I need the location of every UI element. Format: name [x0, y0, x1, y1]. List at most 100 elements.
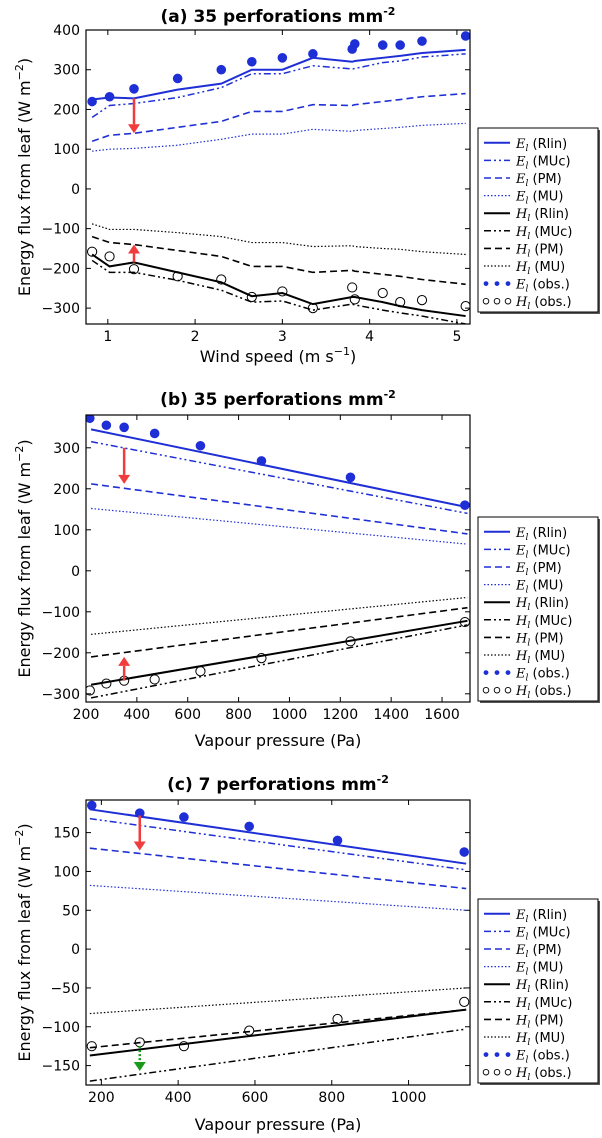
- series-line-1: [89, 817, 467, 871]
- chart-title-superscript: -2: [384, 388, 396, 401]
- obs-E-point: [460, 31, 470, 41]
- legend-marker-open: [493, 297, 501, 305]
- series-line-7: [89, 987, 467, 1015]
- legend-text: (obs.): [530, 295, 571, 310]
- legend-marker-filled: [505, 1052, 511, 1057]
- legend-symbol: H: [515, 978, 528, 993]
- series-line-4: [91, 253, 466, 318]
- y-axis-label-end: ): [15, 823, 34, 829]
- legend-label: Hl (Rlin): [515, 978, 569, 995]
- legend-subscript: l: [527, 621, 530, 631]
- obs-H-point: [216, 274, 227, 285]
- obs-E-point: [119, 422, 129, 433]
- legend-label: Hl (MUc): [515, 614, 572, 631]
- obs-E-point: [460, 500, 470, 511]
- x-tick-label: 600: [174, 707, 201, 723]
- obs-H-point: [246, 291, 257, 303]
- legend-text: (MUc): [528, 154, 570, 169]
- x-tick-label: 1200: [322, 707, 358, 723]
- legend-text: (obs.): [528, 667, 569, 682]
- obs-H-point: [347, 282, 358, 293]
- obs-H-point: [86, 1041, 97, 1052]
- obs-E-point: [101, 420, 112, 431]
- x-tick-label: 1000: [391, 1090, 427, 1106]
- y-tick-label: −200: [42, 261, 80, 277]
- legend-symbol: E: [515, 190, 526, 205]
- legend: El (Rlin)El (MUc)El (PM)El (MU)Hl (Rlin)…: [477, 516, 600, 703]
- y-tick-label: 0: [71, 942, 80, 958]
- obs-H-point: [395, 297, 406, 308]
- legend-symbol: E: [515, 908, 526, 923]
- y-tick-label: 0: [71, 564, 80, 580]
- obs-H-point: [460, 301, 470, 312]
- series-line-0: [90, 428, 468, 509]
- legend-symbol: E: [515, 961, 526, 976]
- legend-symbol: E: [515, 1049, 526, 1064]
- legend-label: El (MUc): [515, 925, 571, 942]
- legend-text: (obs.): [530, 684, 571, 699]
- legend-text: (MUc): [530, 996, 572, 1011]
- y-tick-label: 300: [53, 63, 80, 79]
- x-tick-label: 4: [365, 329, 374, 345]
- y-tick-label: 300: [53, 441, 80, 457]
- legend-label: Hl (obs.): [515, 1066, 572, 1083]
- series-line-0: [91, 48, 466, 101]
- legend-symbol: E: [515, 137, 526, 152]
- x-tick-label: 1400: [373, 707, 409, 723]
- legend-subscript: l: [527, 249, 530, 259]
- series-line-5: [89, 1028, 467, 1082]
- obs-E-point: [277, 53, 288, 63]
- x-axis-label-end: ): [350, 347, 356, 366]
- y-tick-label: 400: [53, 23, 80, 39]
- legend-marker-open: [504, 1068, 512, 1076]
- obs-E-point: [104, 91, 115, 102]
- legend-symbol: E: [515, 579, 526, 594]
- obs-E-point: [345, 472, 356, 483]
- obs-E-point: [244, 821, 254, 832]
- legend-label: El (MU): [515, 961, 563, 978]
- chart-title: (a) 35 perforations mm-2: [161, 5, 396, 27]
- legend-symbol: H: [515, 596, 528, 611]
- chart-title: (c) 7 perforations mm-2: [167, 773, 389, 795]
- legend-subscript: l: [527, 1038, 530, 1048]
- legend-marker-open: [504, 686, 512, 694]
- obs-H-point: [87, 246, 98, 257]
- y-axis-label-superscript: −2: [13, 64, 26, 80]
- legend-subscript: l: [527, 267, 530, 277]
- x-axis-label: Wind speed (m s−1): [200, 345, 356, 366]
- obs-H-point: [459, 996, 470, 1008]
- x-tick-label: 1000: [272, 707, 308, 723]
- y-tick-label: −300: [42, 687, 80, 703]
- legend-box: [477, 127, 599, 313]
- x-tick-label: 800: [225, 707, 252, 723]
- legend: El (Rlin)El (MUc)El (PM)El (MU)Hl (Rlin)…: [477, 898, 600, 1085]
- legend-subscript: l: [527, 302, 530, 312]
- obs-H-point: [377, 287, 388, 299]
- legend-text: (PM): [530, 631, 563, 646]
- legend-subscript: l: [527, 691, 530, 701]
- legend-text: (Rlin): [528, 526, 567, 541]
- legend-subscript: l: [526, 586, 529, 596]
- legend-text: (MUc): [530, 614, 572, 629]
- x-tick-label: 1: [103, 329, 112, 345]
- legend-symbol: H: [515, 225, 528, 240]
- y-axis-label: Energy flux from leaf (W m−2): [13, 439, 34, 677]
- obs-H-point: [307, 303, 319, 314]
- legend-marker-open: [504, 297, 512, 305]
- series-line-6: [89, 1008, 467, 1049]
- legend-marker-filled: [494, 670, 500, 675]
- obs-E-point: [195, 440, 206, 451]
- y-axis-label: Energy flux from leaf (W m−2): [13, 823, 34, 1061]
- chart-title-superscript: -2: [383, 5, 395, 18]
- y-axis-label: Energy flux from leaf (W m−2): [13, 58, 34, 296]
- legend-subscript: l: [527, 1003, 530, 1013]
- obs-H-point: [332, 1013, 343, 1025]
- legend-symbol: E: [515, 561, 526, 576]
- series-line-5: [90, 624, 468, 699]
- y-axis-label-superscript: −2: [13, 830, 26, 846]
- legend-marker-filled: [494, 1052, 500, 1057]
- legend-marker-open: [482, 1068, 490, 1076]
- legend-label: Hl (MU): [515, 1031, 565, 1048]
- obs-E-point: [216, 64, 227, 75]
